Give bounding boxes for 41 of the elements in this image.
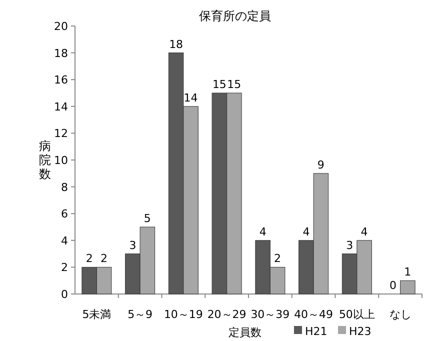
data-label: 1: [404, 266, 412, 279]
data-label: 0: [389, 279, 396, 292]
data-label: 5: [144, 212, 151, 225]
data-label: 4: [360, 225, 368, 238]
data-label: 9: [317, 158, 324, 172]
data-label: 18: [169, 38, 184, 51]
y-tick-label: 2: [61, 261, 68, 274]
data-label: 4: [302, 225, 310, 238]
y-axis-title: 病院数: [39, 139, 51, 181]
x-tick-label: 50以上: [338, 308, 375, 321]
y-tick-label: 10: [54, 154, 68, 167]
x-tick-label: 40～49: [294, 308, 334, 321]
y-tick-label: 16: [54, 74, 68, 87]
y-tick-label: 4: [61, 234, 68, 248]
legend-label: H23: [349, 325, 372, 338]
y-tick-label: 12: [54, 127, 68, 140]
y-tick-label: 18: [54, 46, 68, 60]
data-label: 2: [100, 252, 108, 266]
data-label: 2: [86, 252, 93, 266]
data-label: 15: [212, 78, 226, 91]
y-tick-label: 8: [61, 180, 68, 194]
y-tick-label: 14: [54, 100, 68, 114]
data-label: 4: [259, 225, 266, 238]
x-tick-label: 10～19: [164, 308, 203, 321]
chart-title: 保育所の定員: [199, 9, 271, 23]
y-tick-label: 20: [54, 20, 68, 33]
data-label: 15: [227, 78, 242, 91]
y-tick-label: 6: [61, 208, 68, 221]
x-tick-label: 30～39: [250, 308, 290, 321]
x-tick-label: なし: [389, 308, 412, 321]
x-axis-title: 定員数: [228, 326, 262, 339]
bar: [400, 280, 416, 294]
data-label: 3: [129, 238, 136, 252]
legend-label: H21: [305, 325, 328, 338]
data-label: 2: [274, 252, 282, 266]
x-tick-label: 5～9: [128, 308, 153, 321]
y-tick-label: 0: [61, 288, 68, 301]
x-tick-label: 20～29: [207, 308, 246, 321]
x-tick-label: 5未満: [82, 308, 112, 321]
data-label: 14: [184, 91, 198, 104]
data-label: 3: [346, 238, 354, 252]
